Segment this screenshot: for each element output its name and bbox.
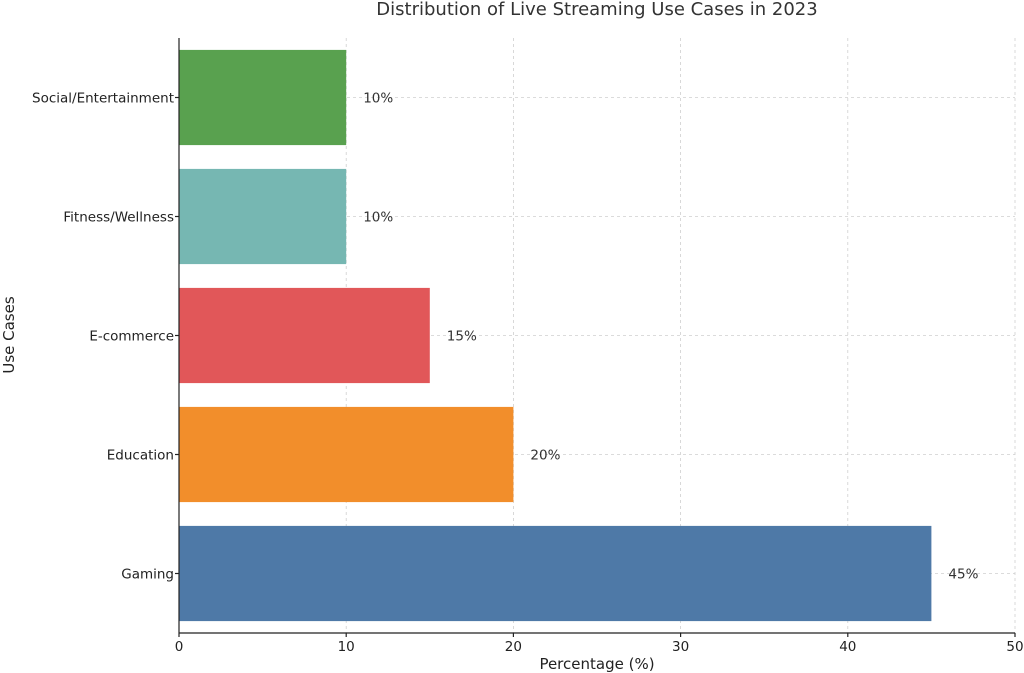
bar-e-commerce (179, 287, 430, 384)
y-tick-label: Education (107, 448, 174, 464)
y-tick-label: E-commerce (89, 329, 174, 345)
x-tick-label: 50 (1006, 639, 1023, 655)
bar-education (179, 406, 514, 503)
data-label: 10% (363, 91, 393, 107)
chart-title: Distribution of Live Streaming Use Cases… (376, 0, 817, 20)
x-tick-labels: 0 10 20 30 40 50 (175, 633, 1024, 655)
bar-social-entertainment (179, 49, 347, 146)
data-label: 45% (948, 567, 978, 583)
x-axis-label: Percentage (%) (539, 655, 654, 673)
data-label: 20% (530, 448, 560, 464)
x-tick-label: 30 (672, 639, 689, 655)
bars (179, 49, 932, 622)
y-tick-label: Gaming (121, 567, 174, 583)
y-tick-label: Social/Entertainment (32, 91, 174, 107)
bar-gaming (179, 525, 932, 622)
x-tick-label: 0 (175, 639, 184, 655)
x-tick-label: 20 (505, 639, 522, 655)
x-tick-label: 10 (338, 639, 355, 655)
y-tick-labels: Gaming Education E-commerce Fitness/Wellnes… (32, 91, 179, 583)
y-tick-label: Fitness/Wellness (63, 210, 174, 226)
x-tick-label: 40 (839, 639, 856, 655)
bar-fitness-wellness (179, 168, 347, 265)
data-labels: 45% 20% 15% 10% 10% (363, 91, 978, 583)
y-axis-label: Use Cases (0, 296, 18, 373)
data-label: 15% (447, 329, 477, 345)
data-label: 10% (363, 210, 393, 226)
